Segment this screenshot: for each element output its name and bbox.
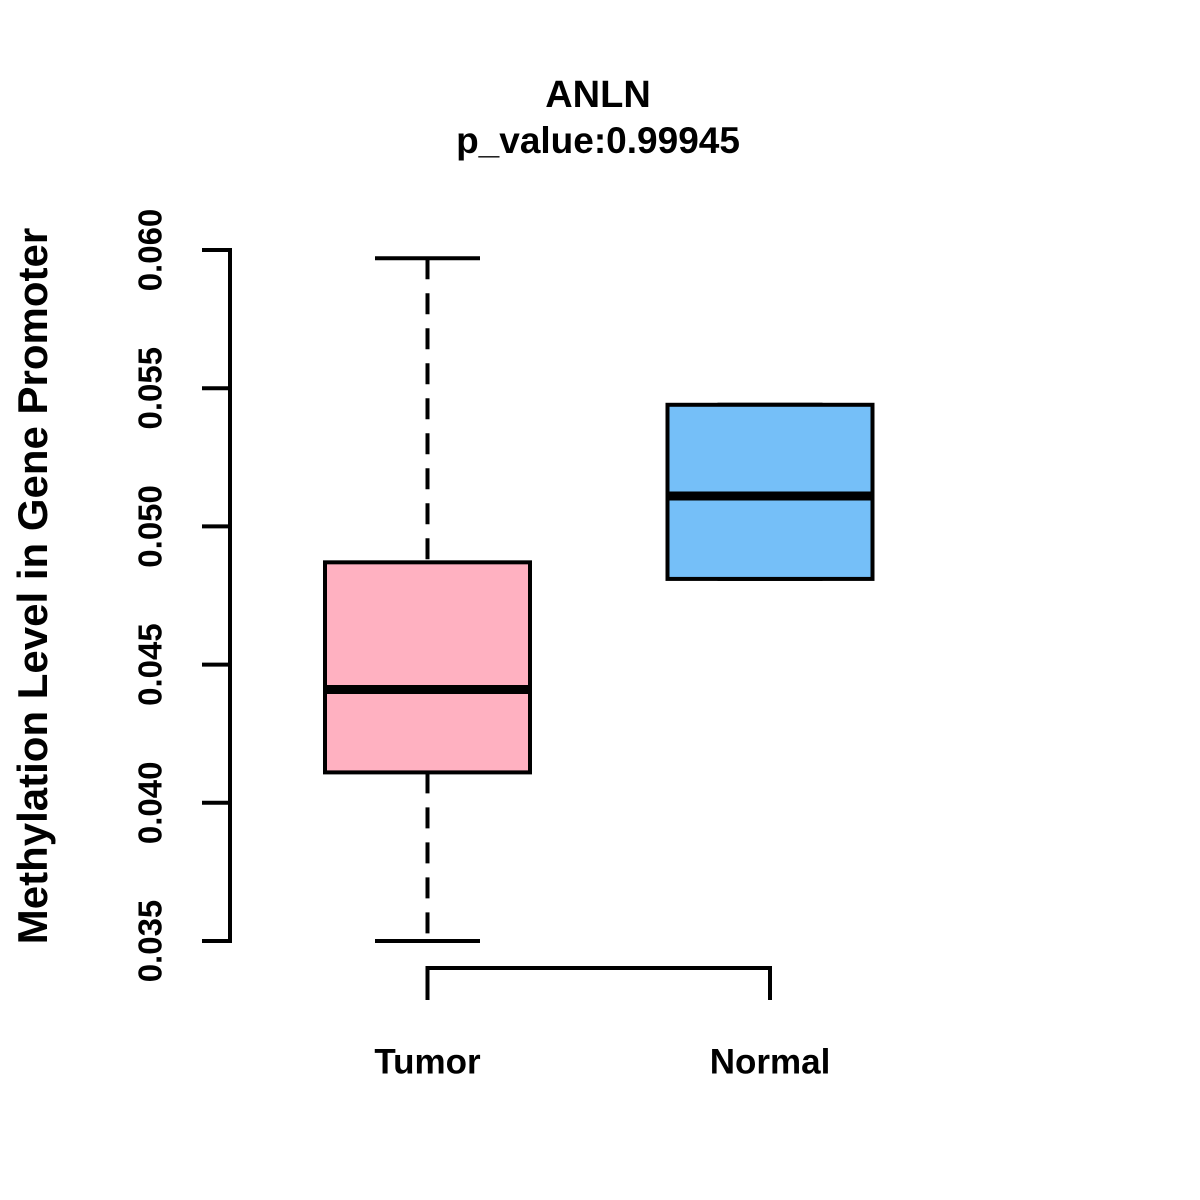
x-category-label-tumor: Tumor <box>374 1043 481 1082</box>
x-category-label-normal: Normal <box>710 1043 831 1082</box>
chart-subtitle: p_value:0.99945 <box>456 120 740 161</box>
x-axis-bracket <box>425 966 772 1000</box>
y-tick-label: 0.035 <box>132 900 169 983</box>
y-tick-label: 0.040 <box>132 762 169 845</box>
y-axis-label: Methylation Level in Gene Promoter <box>9 227 56 945</box>
y-tick-label: 0.045 <box>132 623 169 706</box>
chart-title: ANLN <box>545 74 651 116</box>
y-tick-label: 0.060 <box>132 209 169 292</box>
y-tick-label: 0.050 <box>132 485 169 568</box>
box-tumor <box>323 560 532 775</box>
y-tick-label: 0.055 <box>132 347 169 430</box>
chart-title-block: ANLN p_value:0.99945 <box>456 72 740 164</box>
